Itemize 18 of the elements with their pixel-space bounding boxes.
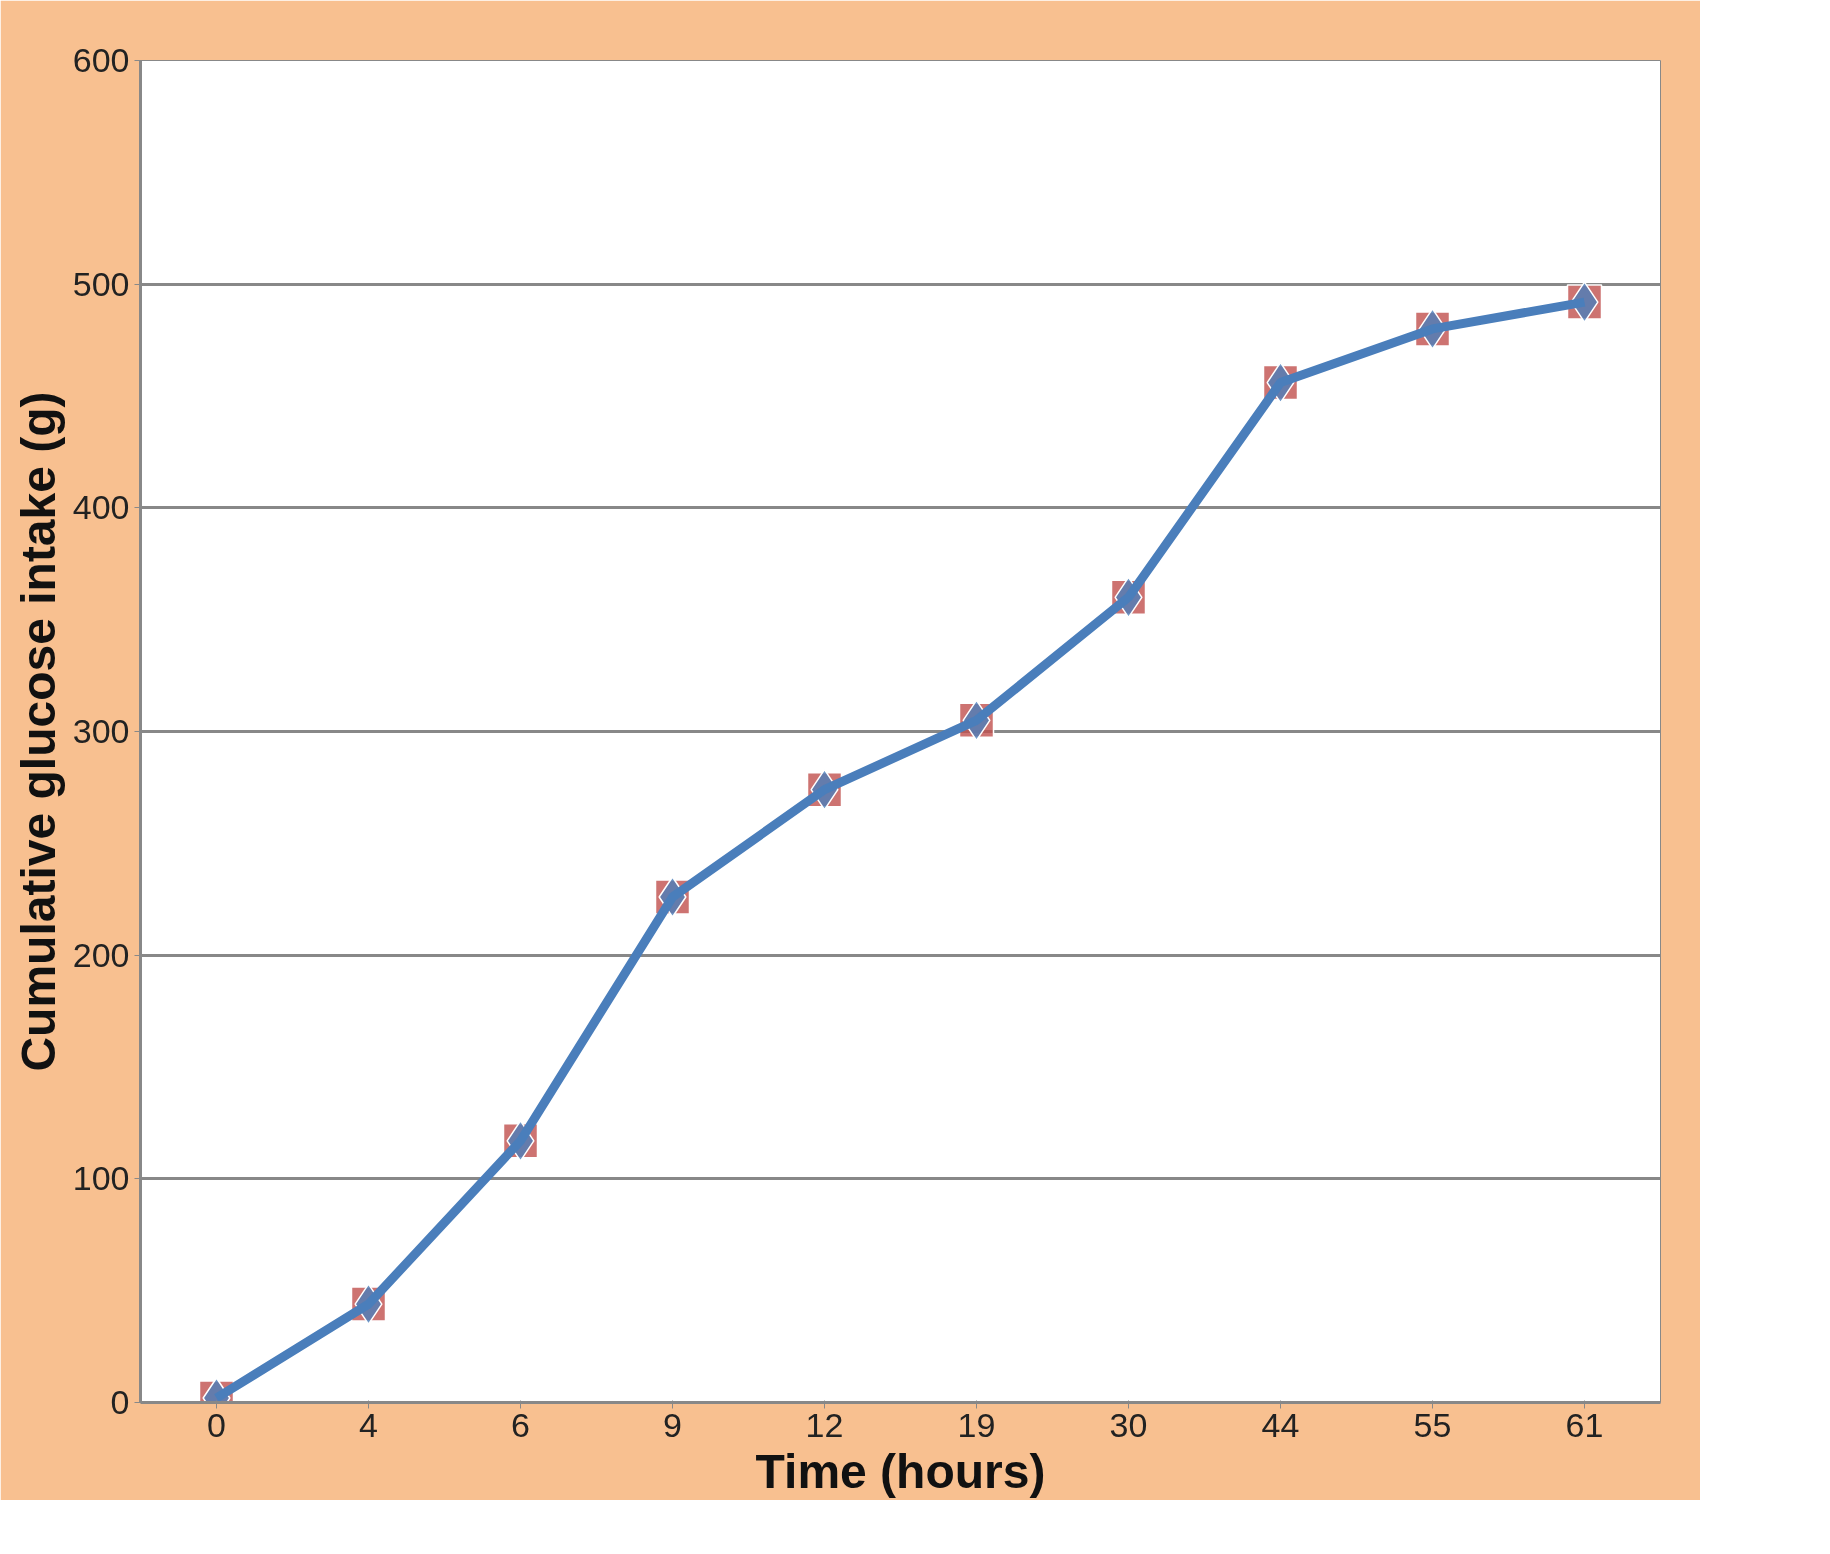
- x-tick-label: 6: [511, 1405, 530, 1444]
- x-tick-label: 12: [805, 1405, 844, 1444]
- x-tick-label: 61: [1565, 1405, 1604, 1444]
- y-axis-title: Cumulative glucose intake (g): [11, 391, 65, 1072]
- x-tick-label: 44: [1261, 1405, 1300, 1444]
- y-tick-label: 300: [72, 712, 130, 750]
- x-axis-title: Time (hours): [755, 1444, 1046, 1498]
- x-tick-label: 9: [663, 1405, 682, 1444]
- y-tick-label: 100: [72, 1159, 130, 1198]
- x-tick-label: 0: [207, 1405, 226, 1444]
- y-tick-label: 200: [72, 935, 130, 974]
- x-tick-label: 30: [1109, 1405, 1148, 1444]
- y-tick-label: 600: [72, 41, 130, 79]
- y-tick-label: 500: [72, 264, 130, 303]
- x-tick-label: 19: [957, 1405, 996, 1444]
- y-tick-label: 400: [72, 488, 130, 527]
- x-tick-label: 55: [1413, 1405, 1452, 1444]
- x-tick-label: 4: [359, 1405, 378, 1444]
